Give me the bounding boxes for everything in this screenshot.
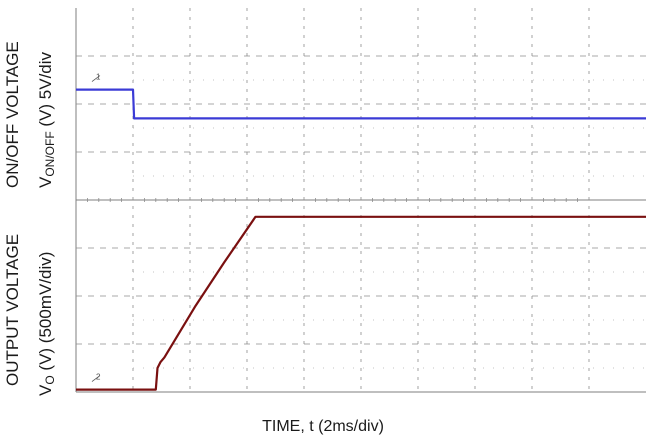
- trace-output-voltage: [76, 215, 646, 391]
- y-axis-label-top-main: V: [36, 176, 55, 188]
- y-axis-label-bottom-main: V: [36, 384, 55, 396]
- y-axis-label-bottom-rest: (V) (500mV/div): [36, 251, 55, 376]
- plot-grid: [75, 8, 646, 393]
- y-axis-label-bottom-sub: O: [43, 375, 57, 385]
- y-axis-label-top-line1: ON/OFF VOLTAGE: [3, 41, 22, 188]
- y-axis-label-top-line2: VON/OFF (V) 5V/div: [36, 51, 57, 188]
- channel-marker-tick: [91, 375, 101, 382]
- y-axis-label-top-rest: (V) 5V/div: [36, 51, 55, 132]
- trace-on-off-voltage: [76, 88, 646, 120]
- channel-markers: 12: [91, 73, 101, 382]
- plot-traces: [76, 88, 646, 391]
- y-axis-label-bottom-line2: VO (V) (500mV/div): [36, 251, 57, 396]
- y-axis-label-bottom-line1: OUTPUT VOLTAGE: [3, 233, 22, 386]
- x-axis-label: TIME, t (2ms/div): [262, 418, 384, 435]
- channel-marker-tick: [91, 75, 101, 82]
- y-axis-label-top-sub: ON/OFF: [43, 131, 57, 177]
